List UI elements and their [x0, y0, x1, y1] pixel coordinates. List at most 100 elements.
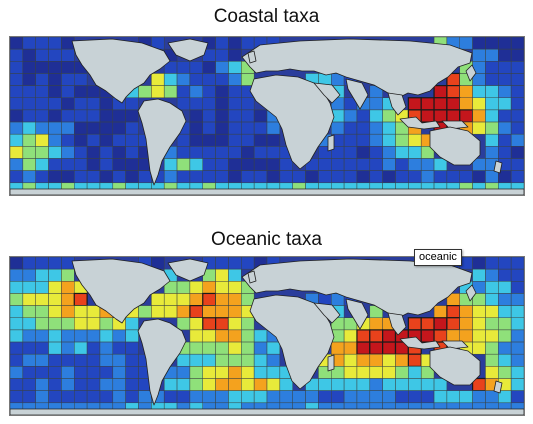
grid-cell [86, 353, 101, 367]
india-landmass [345, 298, 369, 330]
grid-cell [395, 366, 409, 379]
grid-cell [485, 366, 499, 379]
grid-cell [485, 341, 499, 355]
grid-cell [10, 366, 24, 379]
grid-cell [215, 317, 230, 331]
grid-cell [74, 73, 88, 86]
oceanic-map-canvas [10, 257, 524, 415]
grid-cell [48, 317, 62, 331]
grid-cell [253, 341, 268, 355]
grid-cell [485, 390, 499, 404]
grid-cell [369, 317, 383, 331]
grid-cell [125, 378, 139, 391]
grid-cell [35, 268, 49, 282]
grid-cell [343, 146, 358, 159]
grid-cell [35, 281, 49, 294]
grid-cell [408, 146, 422, 159]
grid-cell [420, 158, 435, 171]
coastal-landmasses [10, 38, 524, 195]
grid-cell [99, 378, 114, 391]
grid-cell [228, 353, 242, 367]
grid-cell [369, 170, 383, 184]
grid-cell [163, 293, 178, 306]
grid-cell [22, 85, 36, 98]
grid-cell [151, 73, 165, 86]
grid-cell [22, 121, 36, 135]
grid-cell [189, 390, 203, 404]
grid-cell [215, 257, 229, 270]
grid-cell [485, 146, 499, 159]
grid-cell [176, 390, 191, 404]
grid-cell [61, 305, 75, 318]
grid-cell [343, 366, 358, 379]
grid-cell [408, 366, 422, 379]
grid-cell [472, 317, 486, 331]
grid-cell [241, 329, 255, 343]
grid-cell [498, 37, 512, 50]
grid-cell [485, 97, 499, 111]
grid-cell [22, 146, 36, 159]
grid-cell [138, 390, 152, 404]
grid-cell [215, 305, 229, 318]
grid-cell [498, 268, 512, 282]
grid-cell [369, 109, 383, 123]
grid-cell [176, 133, 191, 147]
grid-cell [86, 390, 101, 404]
grid-cell [408, 378, 422, 391]
grid-cell [318, 378, 332, 391]
grid-cell [253, 170, 268, 184]
grid-cell [485, 329, 499, 343]
grid-cell [112, 121, 126, 135]
grid-cell [99, 97, 114, 111]
grid-cell [189, 378, 203, 391]
grid-cell [176, 97, 191, 111]
grid-cell [61, 48, 75, 62]
grid-cell [215, 366, 229, 379]
grid-cell [266, 341, 281, 355]
grid-cell [241, 133, 255, 147]
grid-cell [369, 353, 383, 367]
grid-cell [48, 170, 62, 184]
grid-cell [202, 329, 216, 343]
grid-cell [163, 158, 178, 171]
grid-cell [61, 73, 75, 86]
grid-cell [48, 73, 62, 86]
grid-cell [369, 158, 383, 171]
grid-cell [35, 133, 49, 147]
grid-cell [228, 48, 242, 62]
grid-cell [10, 305, 24, 318]
grid-cell [138, 305, 152, 318]
australia-landmass [429, 126, 481, 166]
grid-cell [241, 378, 255, 391]
grid-cell [228, 85, 242, 98]
grid-cell [420, 317, 435, 331]
grid-cell [35, 158, 49, 171]
grid-cell [433, 305, 448, 318]
grid-cell [35, 390, 49, 404]
grid-cell [48, 85, 62, 98]
grid-cell [189, 121, 203, 135]
grid-cell [202, 390, 216, 404]
grid-cell [10, 133, 24, 147]
grid-cell [343, 158, 358, 171]
grid-cell [266, 158, 281, 171]
grid-cell [292, 390, 306, 404]
grid-cell [472, 268, 486, 282]
grid-cell [163, 378, 178, 391]
grid-cell [35, 353, 49, 367]
grid-cell [510, 121, 524, 135]
grid-cell [61, 97, 75, 111]
grid-cell [74, 329, 88, 343]
grid-cell [176, 61, 191, 74]
grid-cell [331, 341, 345, 355]
grid-cell [241, 158, 255, 171]
grid-cell [498, 341, 512, 355]
grid-cell [35, 109, 49, 123]
grid-cell [189, 97, 203, 111]
grid-cell [498, 109, 512, 123]
grid-cell [74, 133, 88, 147]
grid-cell [343, 341, 358, 355]
grid-cell [61, 146, 75, 159]
grid-cell [215, 146, 229, 159]
grid-cell [433, 390, 448, 404]
